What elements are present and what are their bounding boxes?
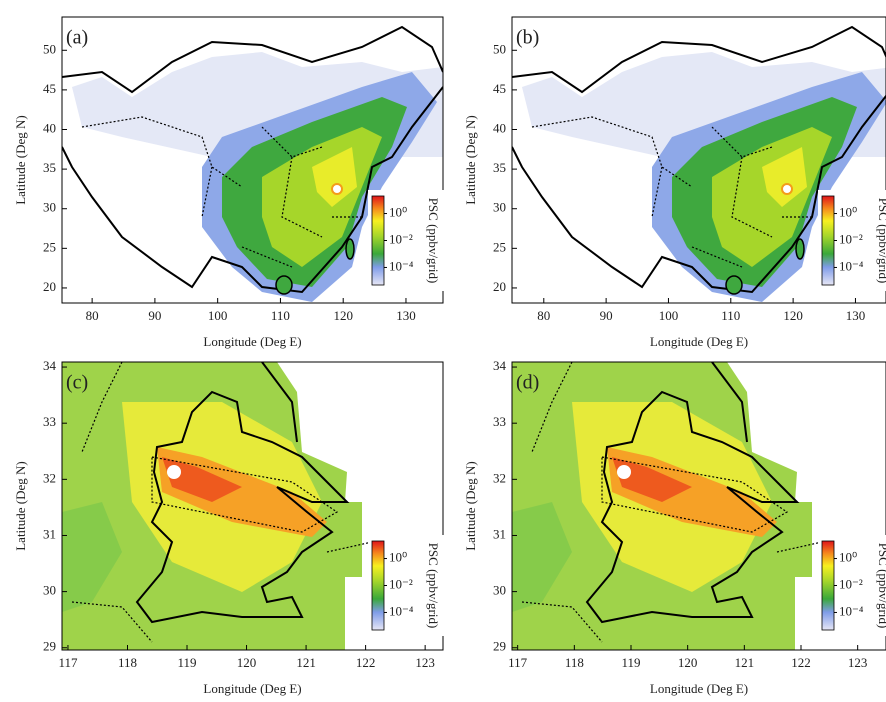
x-axis-label: Longitude (Deg E) <box>650 334 748 349</box>
x-tick-label: 121 <box>735 655 755 670</box>
colorbar-tick-label: 10⁻² <box>839 576 863 591</box>
x-tick-label: 120 <box>783 308 803 323</box>
x-tick-label: 100 <box>659 308 679 323</box>
colorbar-tick-label: 10⁰ <box>389 550 407 565</box>
colorbar-tick-label: 10⁻² <box>389 231 413 246</box>
colorbar <box>371 540 385 631</box>
x-tick-label: 110 <box>271 308 290 323</box>
y-tick-label: 20 <box>43 279 56 294</box>
panel: (c) 117 118 119 120 121 122 123 29 30 31 32 33 34 Long… <box>13 358 452 696</box>
panel: (d) 117 118 119 120 121 122 123 29 30 31 32 33 34 Long… <box>463 358 886 696</box>
colorbar <box>821 195 835 286</box>
colorbar-tick-label: 10⁻⁴ <box>389 258 414 273</box>
y-axis-label: Latitude (Deg N) <box>13 115 28 205</box>
x-tick-label: 130 <box>846 308 866 323</box>
colorbar-tick-label: 10⁻⁴ <box>839 258 864 273</box>
y-tick-label: 25 <box>43 239 56 254</box>
y-axis-label: Latitude (Deg N) <box>463 115 478 205</box>
x-tick-label: 118 <box>565 655 584 670</box>
panel: (b) 80 90 100 110 120 130 20 25 30 35 40 45 50 Longitu… <box>463 16 886 349</box>
x-axis-label: Longitude (Deg E) <box>650 681 748 696</box>
y-tick-label: 50 <box>43 41 56 56</box>
map <box>62 362 373 650</box>
y-tick-label: 20 <box>493 279 506 294</box>
x-tick-label: 90 <box>148 308 161 323</box>
map-image <box>512 362 823 650</box>
y-tick-label: 32 <box>493 470 506 485</box>
y-tick-label: 35 <box>493 160 506 175</box>
x-axis-label: Longitude (Deg E) <box>203 681 301 696</box>
y-tick-label: 25 <box>493 239 506 254</box>
x-tick-label: 80 <box>86 308 99 323</box>
x-tick-label: 117 <box>58 655 78 670</box>
y-tick-label: 30 <box>493 583 506 598</box>
x-tick-label: 123 <box>848 655 868 670</box>
panels: (a) 80 90 100 110 120 130 20 25 30 35 40 45 50 Longitu… <box>13 16 886 696</box>
x-tick-label: 130 <box>396 308 416 323</box>
y-tick-label: 45 <box>43 81 56 96</box>
x-tick-label: 119 <box>178 655 197 670</box>
y-tick-label: 33 <box>493 414 506 429</box>
plot-frame <box>61 361 444 651</box>
y-tick-label: 29 <box>493 639 506 654</box>
colorbar-label: PSC (ppbv/grid) <box>876 543 886 629</box>
y-axis-label: Latitude (Deg N) <box>463 461 478 551</box>
y-tick-label: 32 <box>43 470 56 485</box>
y-tick-label: 30 <box>43 200 56 215</box>
y-tick-label: 31 <box>43 526 56 541</box>
colorbar-label: PSC (ppbv/grid) <box>426 543 441 629</box>
colorbar <box>371 195 385 286</box>
x-tick-label: 110 <box>721 308 740 323</box>
x-tick-label: 80 <box>537 308 550 323</box>
colorbar-tick-label: 10⁻⁴ <box>389 603 414 618</box>
panel-label: (a) <box>66 27 88 49</box>
panel-label: (c) <box>66 372 88 394</box>
x-tick-label: 122 <box>356 655 376 670</box>
colorbar-tick-label: 10⁻⁴ <box>839 603 864 618</box>
colorbar-tick-label: 10⁰ <box>839 205 857 220</box>
y-tick-label: 34 <box>43 358 57 373</box>
y-tick-label: 45 <box>493 81 506 96</box>
x-tick-label: 120 <box>333 308 353 323</box>
y-tick-label: 31 <box>493 526 506 541</box>
x-tick-label: 120 <box>237 655 257 670</box>
x-tick-label: 118 <box>118 655 137 670</box>
panel: (a) 80 90 100 110 120 130 20 25 30 35 40 45 50 Longitu… <box>13 16 452 349</box>
y-tick-label: 40 <box>43 120 56 135</box>
y-tick-label: 33 <box>43 414 56 429</box>
y-tick-label: 34 <box>493 358 507 373</box>
colorbar-tick-label: 10⁻² <box>839 231 863 246</box>
y-tick-label: 29 <box>43 639 56 654</box>
x-tick-label: 120 <box>678 655 698 670</box>
y-tick-label: 30 <box>493 200 506 215</box>
y-tick-label: 50 <box>493 41 506 56</box>
x-tick-label: 117 <box>508 655 528 670</box>
x-tick-label: 90 <box>600 308 613 323</box>
colorbar-label: PSC (ppbv/grid) <box>426 198 441 284</box>
plot-frame <box>511 16 886 304</box>
colorbar-label: PSC (ppbv/grid) <box>876 198 886 284</box>
x-tick-label: 119 <box>621 655 640 670</box>
colorbar-tick-label: 10⁰ <box>389 205 407 220</box>
y-tick-label: 30 <box>43 583 56 598</box>
x-tick-label: 123 <box>415 655 435 670</box>
y-tick-label: 40 <box>493 120 506 135</box>
plot-frame <box>61 16 444 304</box>
x-axis-label: Longitude (Deg E) <box>203 334 301 349</box>
map <box>512 362 823 650</box>
map-image <box>62 362 373 650</box>
plot-frame <box>511 361 886 651</box>
colorbar <box>821 540 835 631</box>
panel-label: (d) <box>516 372 539 394</box>
y-axis-label: Latitude (Deg N) <box>13 461 28 551</box>
x-tick-label: 100 <box>208 308 228 323</box>
colorbar-tick-label: 10⁰ <box>839 550 857 565</box>
panel-label: (b) <box>516 27 539 49</box>
x-tick-label: 121 <box>296 655 316 670</box>
y-tick-label: 35 <box>43 160 56 175</box>
colorbar-tick-label: 10⁻² <box>389 576 413 591</box>
x-tick-label: 122 <box>791 655 811 670</box>
